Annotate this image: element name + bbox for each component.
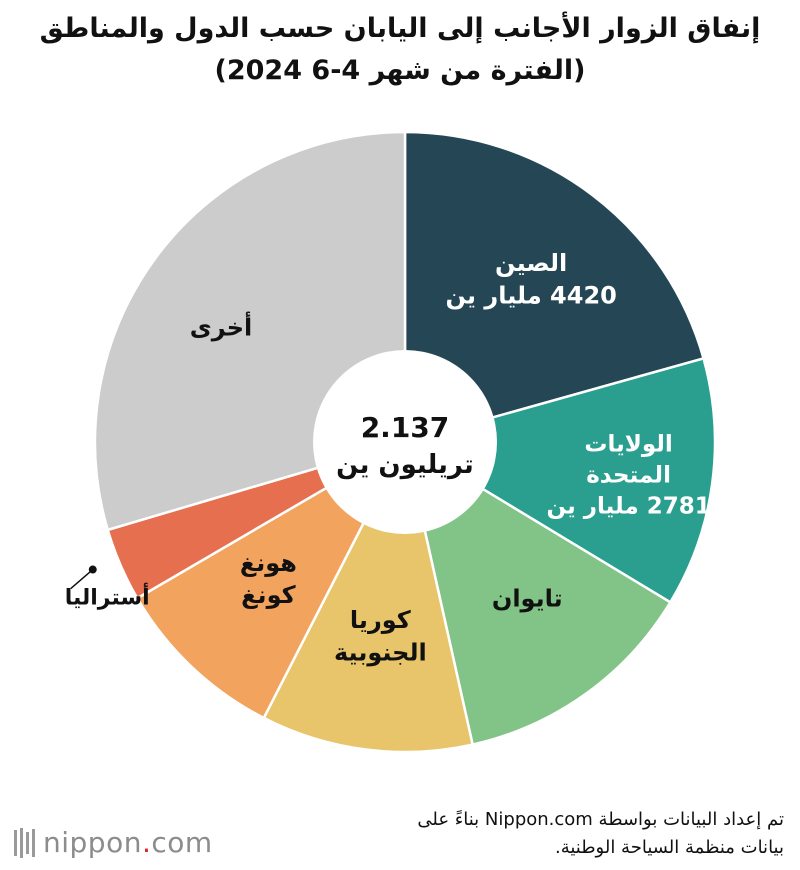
slice-label-3-line-1: الجنوبية <box>334 638 427 666</box>
slice-label-0-line-1: 4420 مليار ين <box>445 281 616 309</box>
slice-1 <box>401 356 717 605</box>
slice-2 <box>403 439 673 747</box>
chart-title-line-2: (الفترة من شهر 4-6 2024) <box>214 55 586 86</box>
slice-label-4-line-1: كونغ <box>241 581 295 609</box>
logo-main: nippon <box>43 826 142 859</box>
source-note: تم إعداد البيانات بواسطة Nippon.com بناء… <box>224 806 784 862</box>
slice-label-4-line-0: هونغ <box>240 549 297 577</box>
slice-label-3-line-0: كوريا <box>350 606 411 634</box>
slice-label-0-line-0: الصين <box>495 249 567 277</box>
logo-suffix: com <box>151 826 213 859</box>
logo-dot: . <box>141 826 152 859</box>
slice-label-2-line-0: تايوان <box>492 584 563 612</box>
callout-line <box>70 568 94 590</box>
chart-title-line-1: إنفاق الزوار الأجانب إلى اليابان حسب الد… <box>39 13 761 44</box>
nippon-logo: nippon.com <box>14 826 213 859</box>
slice-label-1-line-2: 2781 مليار ين <box>546 494 710 520</box>
logo-mark-icon <box>14 827 35 858</box>
slice-label-1-line-1: المتحدة <box>586 463 671 489</box>
slice-label-1-line-0: الولايات <box>584 432 672 458</box>
slice-0 <box>403 130 706 444</box>
chart-title: إنفاق الزوار الأجانب إلى اليابان حسب الد… <box>20 8 780 92</box>
donut-hole <box>313 350 497 534</box>
center-value: 2.137 <box>361 411 450 444</box>
slice-4 <box>135 438 409 720</box>
slice-labels: الصين 4420 مليار ين الولايات المتحدة 2781 مل… <box>65 249 711 666</box>
logo-text: nippon.com <box>43 826 213 859</box>
source-note-line-1: تم إعداد البيانات بواسطة Nippon.com بناء… <box>417 809 784 830</box>
source-note-line-2: بيانات منظمة السياحة الوطنية. <box>554 837 784 858</box>
slice-label-6-line-0: أخرى <box>190 311 252 341</box>
callout-dot <box>88 565 97 574</box>
center-unit: تريليون ين <box>336 450 474 480</box>
slice-label-5: أستراليا <box>65 582 150 611</box>
